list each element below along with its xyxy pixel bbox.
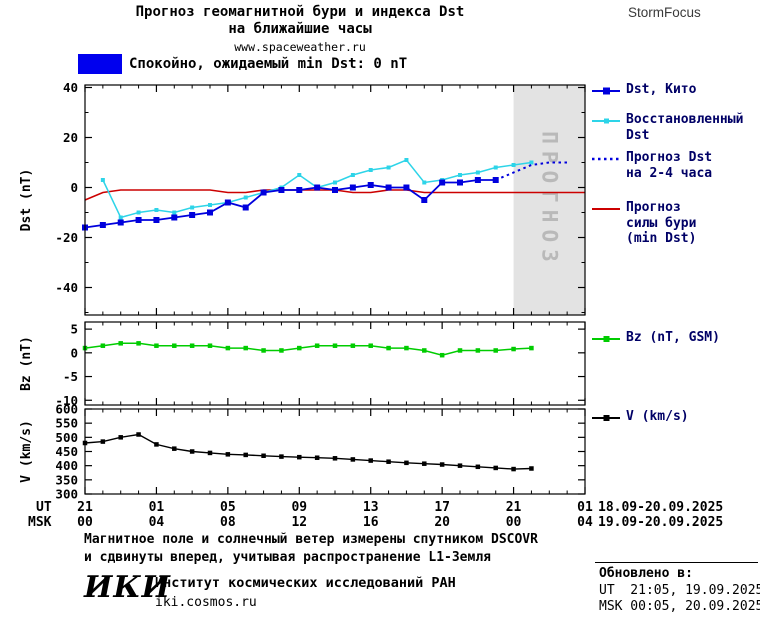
svg-text:01: 01 xyxy=(577,500,593,515)
svg-text:16: 16 xyxy=(363,515,379,530)
storm-forecast-marker-icon xyxy=(592,208,620,210)
title-url: www.spaceweather.ru xyxy=(234,40,366,54)
svg-text:09: 09 xyxy=(291,500,307,515)
dst-kyoto-marker-icon xyxy=(592,87,620,95)
svg-text:12: 12 xyxy=(291,515,307,530)
legend-label-storm-forecast: Прогноз силы бури (min Dst) xyxy=(626,200,697,246)
svg-text:0: 0 xyxy=(70,180,78,195)
footer-note: Магнитное поле и солнечный ветер измерен… xyxy=(84,531,538,567)
svg-text:300: 300 xyxy=(55,487,78,502)
legend-item-storm-forecast: Прогноз силы бури (min Dst) xyxy=(591,200,757,247)
legend-item-bz: Bz (nT, GSM) xyxy=(591,330,757,347)
svg-text:600: 600 xyxy=(55,402,78,417)
svg-text:MSK: MSK xyxy=(28,515,52,530)
footer-line-1: Магнитное поле и солнечный ветер измерен… xyxy=(84,532,538,547)
svg-text:0: 0 xyxy=(70,345,78,360)
svg-text:550: 550 xyxy=(55,416,78,431)
svg-text:-20: -20 xyxy=(55,230,78,245)
svg-text:-5: -5 xyxy=(63,369,78,384)
legend-item-forecast-dst: Прогноз Dst на 2-4 часа xyxy=(591,150,757,181)
legend-item-dst-kyoto: Dst, Кито xyxy=(591,82,757,99)
bz-marker-icon xyxy=(592,336,620,342)
svg-text:21: 21 xyxy=(506,500,522,515)
svg-text:450: 450 xyxy=(55,444,78,459)
svg-text:00: 00 xyxy=(77,515,93,530)
svg-text:00: 00 xyxy=(506,515,522,530)
title-line-2: на ближайшие часы xyxy=(228,21,372,37)
svg-text:01: 01 xyxy=(149,500,165,515)
title-line-1: Прогноз геомагнитной бури и индекса Dst xyxy=(135,4,465,20)
svg-text:08: 08 xyxy=(220,515,236,530)
svg-text:20: 20 xyxy=(63,130,78,145)
org-url: iki.cosmos.ru xyxy=(155,595,257,610)
svg-text:Dst (nT): Dst (nT) xyxy=(19,169,34,232)
legend-label-bz: Bz (nT, GSM) xyxy=(626,330,720,345)
svg-text:400: 400 xyxy=(55,458,78,473)
svg-text:17: 17 xyxy=(434,500,450,515)
brand-stormfocus: StormFocus xyxy=(628,5,701,20)
legend-item-v: V (km/s) xyxy=(591,409,757,426)
updated-divider xyxy=(595,562,758,563)
svg-text:21: 21 xyxy=(77,500,93,515)
restored-dst-marker-icon xyxy=(592,118,620,124)
updated-ut: UT 21:05, 19.09.2025 xyxy=(599,583,760,598)
footer-line-2: и сдвинуты вперед, учитывая распростране… xyxy=(84,550,491,565)
org-name: Институт космических исследований РАН xyxy=(155,575,456,591)
legend-label-forecast-dst: Прогноз Dst на 2-4 часа xyxy=(626,150,713,181)
quiet-status-swatch-icon xyxy=(78,54,122,74)
svg-text:350: 350 xyxy=(55,472,78,487)
updated-msk: MSK 00:05, 20.09.2025 xyxy=(599,599,760,614)
v-marker-icon xyxy=(592,415,620,421)
svg-text:5: 5 xyxy=(70,322,78,337)
legend-item-restored-dst: Восстановленный Dst xyxy=(591,112,757,143)
svg-text:-40: -40 xyxy=(55,280,78,295)
svg-text:500: 500 xyxy=(55,430,78,445)
svg-text:19.09-20.09.2025: 19.09-20.09.2025 xyxy=(598,515,723,530)
legend-label-restored-dst: Восстановленный Dst xyxy=(626,112,744,143)
status-banner: Спокойно, ожидаемый min Dst: 0 nT xyxy=(78,54,407,74)
svg-text:Bz (nT): Bz (nT) xyxy=(19,336,34,391)
iki-logo: ИКИ xyxy=(84,570,171,605)
svg-text:40: 40 xyxy=(63,80,78,95)
updated-heading: Обновлено в: xyxy=(599,566,693,581)
svg-text:18.09-20.09.2025: 18.09-20.09.2025 xyxy=(598,500,723,515)
legend-label-dst-kyoto: Dst, Кито xyxy=(626,82,697,97)
svg-text:UT: UT xyxy=(36,500,52,515)
forecast-dst-marker-icon xyxy=(592,157,620,161)
svg-text:05: 05 xyxy=(220,500,236,515)
chart-title: Прогноз геомагнитной бури и индекса Dst … xyxy=(60,4,540,54)
svg-text:13: 13 xyxy=(363,500,379,515)
legend-label-v: V (km/s) xyxy=(626,409,689,424)
svg-text:04: 04 xyxy=(149,515,165,530)
svg-text:-10: -10 xyxy=(55,393,78,408)
svg-text:ПРОГНОЗ: ПРОГНОЗ xyxy=(537,131,561,269)
status-banner-text: Спокойно, ожидаемый min Dst: 0 nT xyxy=(129,56,408,72)
svg-text:V (km/s): V (km/s) xyxy=(19,420,34,483)
svg-text:20: 20 xyxy=(434,515,450,530)
svg-text:04: 04 xyxy=(577,515,593,530)
